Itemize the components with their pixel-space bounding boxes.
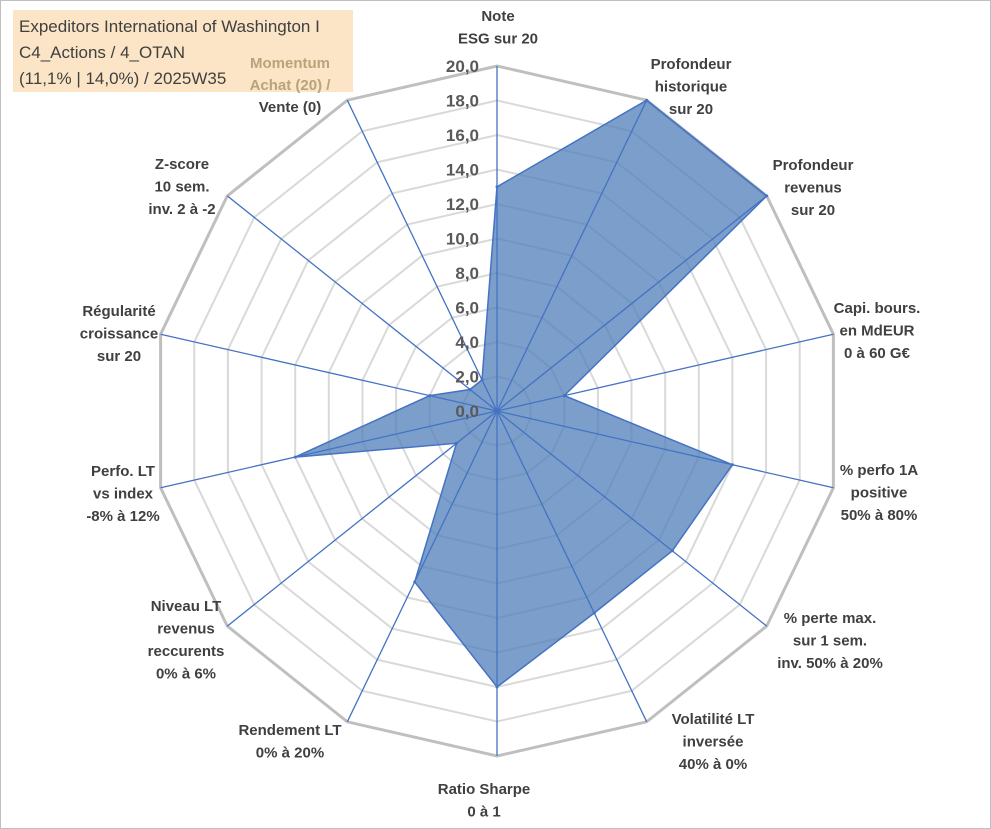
axis-label-line: Profondeur — [651, 56, 732, 73]
axis-spoke — [496, 333, 834, 412]
tick-label: 14,0 — [446, 161, 479, 180]
axis-spoke — [226, 195, 498, 412]
axis-label-line: inversée — [683, 734, 744, 751]
axis-label-line: % perte max. — [784, 610, 877, 627]
axis-label-line: Z-score — [155, 156, 209, 173]
radar-tick-labels: 0,0 2,0 4,0 6,0 8,0 10,0 12,0 14,0 16,0 18,0 20,0 — [446, 57, 479, 421]
tick-label: 8,0 — [455, 264, 479, 283]
axis-label-line: Rendement LT — [238, 722, 341, 739]
axis-spoke — [346, 99, 498, 412]
axis-label-line: 0 à 60 G€ — [844, 345, 911, 362]
axis-label-momentum-line: Vente (0) — [258, 99, 322, 116]
axis-label-line: croissance — [80, 326, 158, 343]
axis-label-line: Capi. bours. — [834, 300, 921, 317]
axis-spoke — [496, 410, 648, 723]
info-category: C4_Actions / 4_OTAN — [19, 43, 185, 62]
axis-spoke — [346, 410, 498, 723]
axis-label-line: 0 à 1 — [467, 804, 500, 821]
axis-label-line: revenus — [157, 621, 215, 638]
tick-label: 18,0 — [446, 92, 479, 111]
axis-spoke — [160, 410, 498, 489]
info-performance-week: (11,1% | 14,0%) / 2025W35 — [19, 69, 227, 88]
axis-label-line: % perfo 1A — [840, 462, 919, 479]
axis-label-line: Note — [481, 8, 514, 25]
axis-label-line: sur 1 sem. — [793, 633, 867, 650]
axis-label-line: Volatilité LT — [672, 711, 755, 728]
series-area — [294, 99, 768, 689]
axis-label-line: Niveau LT — [151, 598, 222, 615]
axis-label-line: 0% à 6% — [156, 666, 216, 683]
axis-label: Capi. bours. en MdEUR 0 à 60 G€ — [834, 300, 921, 362]
radar-spokes — [160, 66, 834, 756]
axis-label: Profondeur revenus sur 20 — [773, 157, 854, 219]
axis-label-line: Ratio Sharpe — [438, 781, 531, 798]
axis-label-line: Régularité — [82, 303, 155, 320]
axis-label-line: sur 20 — [97, 348, 141, 365]
tick-label: 10,0 — [446, 230, 479, 249]
tick-label: 0,0 — [455, 402, 479, 421]
axis-label-line: en MdEUR — [840, 323, 915, 340]
axis-spoke — [496, 99, 648, 412]
axis-label: Perfo. LT vs index -8% à 12% — [86, 463, 159, 525]
axis-label-line: vs index — [93, 486, 154, 503]
axis-label-momentum: Momentum Achat (20) / Vente (0) — [227, 53, 353, 119]
axis-spoke — [496, 410, 768, 627]
tick-label: 2,0 — [455, 368, 479, 387]
tick-label: 12,0 — [446, 195, 479, 214]
axis-label-line: -8% à 12% — [86, 508, 159, 525]
info-company: Expeditors International of Washington I — [19, 17, 320, 36]
axis-label: Volatilité LT inversée 40% à 0% — [672, 711, 755, 773]
axis-label: Profondeur historique sur 20 — [651, 56, 732, 118]
axis-label-line: ESG sur 20 — [458, 31, 538, 48]
axis-label-line: revenus — [784, 180, 842, 197]
axis-label-momentum-line: Momentum — [250, 55, 330, 72]
axis-label-momentum-line: Achat (20) / — [249, 77, 331, 94]
axis-spoke — [496, 410, 834, 489]
axis-label-line: 10 sem. — [154, 179, 209, 196]
axis-label: Ratio Sharpe 0 à 1 — [438, 781, 531, 821]
axis-label-line: inv. 2 à -2 — [148, 201, 215, 218]
axis-label-line: positive — [851, 485, 908, 502]
axis-label: % perte max. sur 1 sem. inv. 50% à 20% — [777, 610, 883, 672]
axis-label: % perfo 1A positive 50% à 80% — [840, 462, 919, 524]
axis-label: Régularité croissance sur 20 — [80, 303, 158, 365]
axis-label-line: Profondeur — [773, 157, 854, 174]
axis-label-line: historique — [655, 79, 728, 96]
axis-spoke — [160, 333, 498, 412]
axis-label-line: sur 20 — [791, 202, 835, 219]
radar-series — [293, 98, 769, 689]
tick-label: 6,0 — [455, 299, 479, 318]
axis-label-line: 40% à 0% — [679, 756, 747, 773]
axis-label: Z-score 10 sem. inv. 2 à -2 — [148, 156, 215, 218]
axis-label-line: sur 20 — [669, 101, 713, 118]
tick-label: 4,0 — [455, 333, 479, 352]
radar-axis-labels: Note ESG sur 20 Profondeur historique sur 20… — [80, 8, 921, 821]
axis-label: Note ESG sur 20 — [458, 8, 538, 48]
axis-label-line: inv. 50% à 20% — [777, 655, 883, 672]
axis-spoke — [226, 410, 498, 627]
axis-spoke — [496, 195, 768, 412]
info-box: Expeditors International of Washington I… — [13, 10, 353, 92]
tick-label: 20,0 — [446, 57, 479, 76]
axis-label-line: 0% à 20% — [256, 745, 324, 762]
axis-label: Niveau LT revenus reccurents 0% à 6% — [148, 598, 225, 683]
axis-label-line: 50% à 80% — [841, 507, 918, 524]
axis-label: Rendement LT 0% à 20% — [238, 722, 341, 762]
axis-label-line: Perfo. LT — [91, 463, 155, 480]
axis-label-line: reccurents — [148, 643, 225, 660]
tick-label: 16,0 — [446, 126, 479, 145]
